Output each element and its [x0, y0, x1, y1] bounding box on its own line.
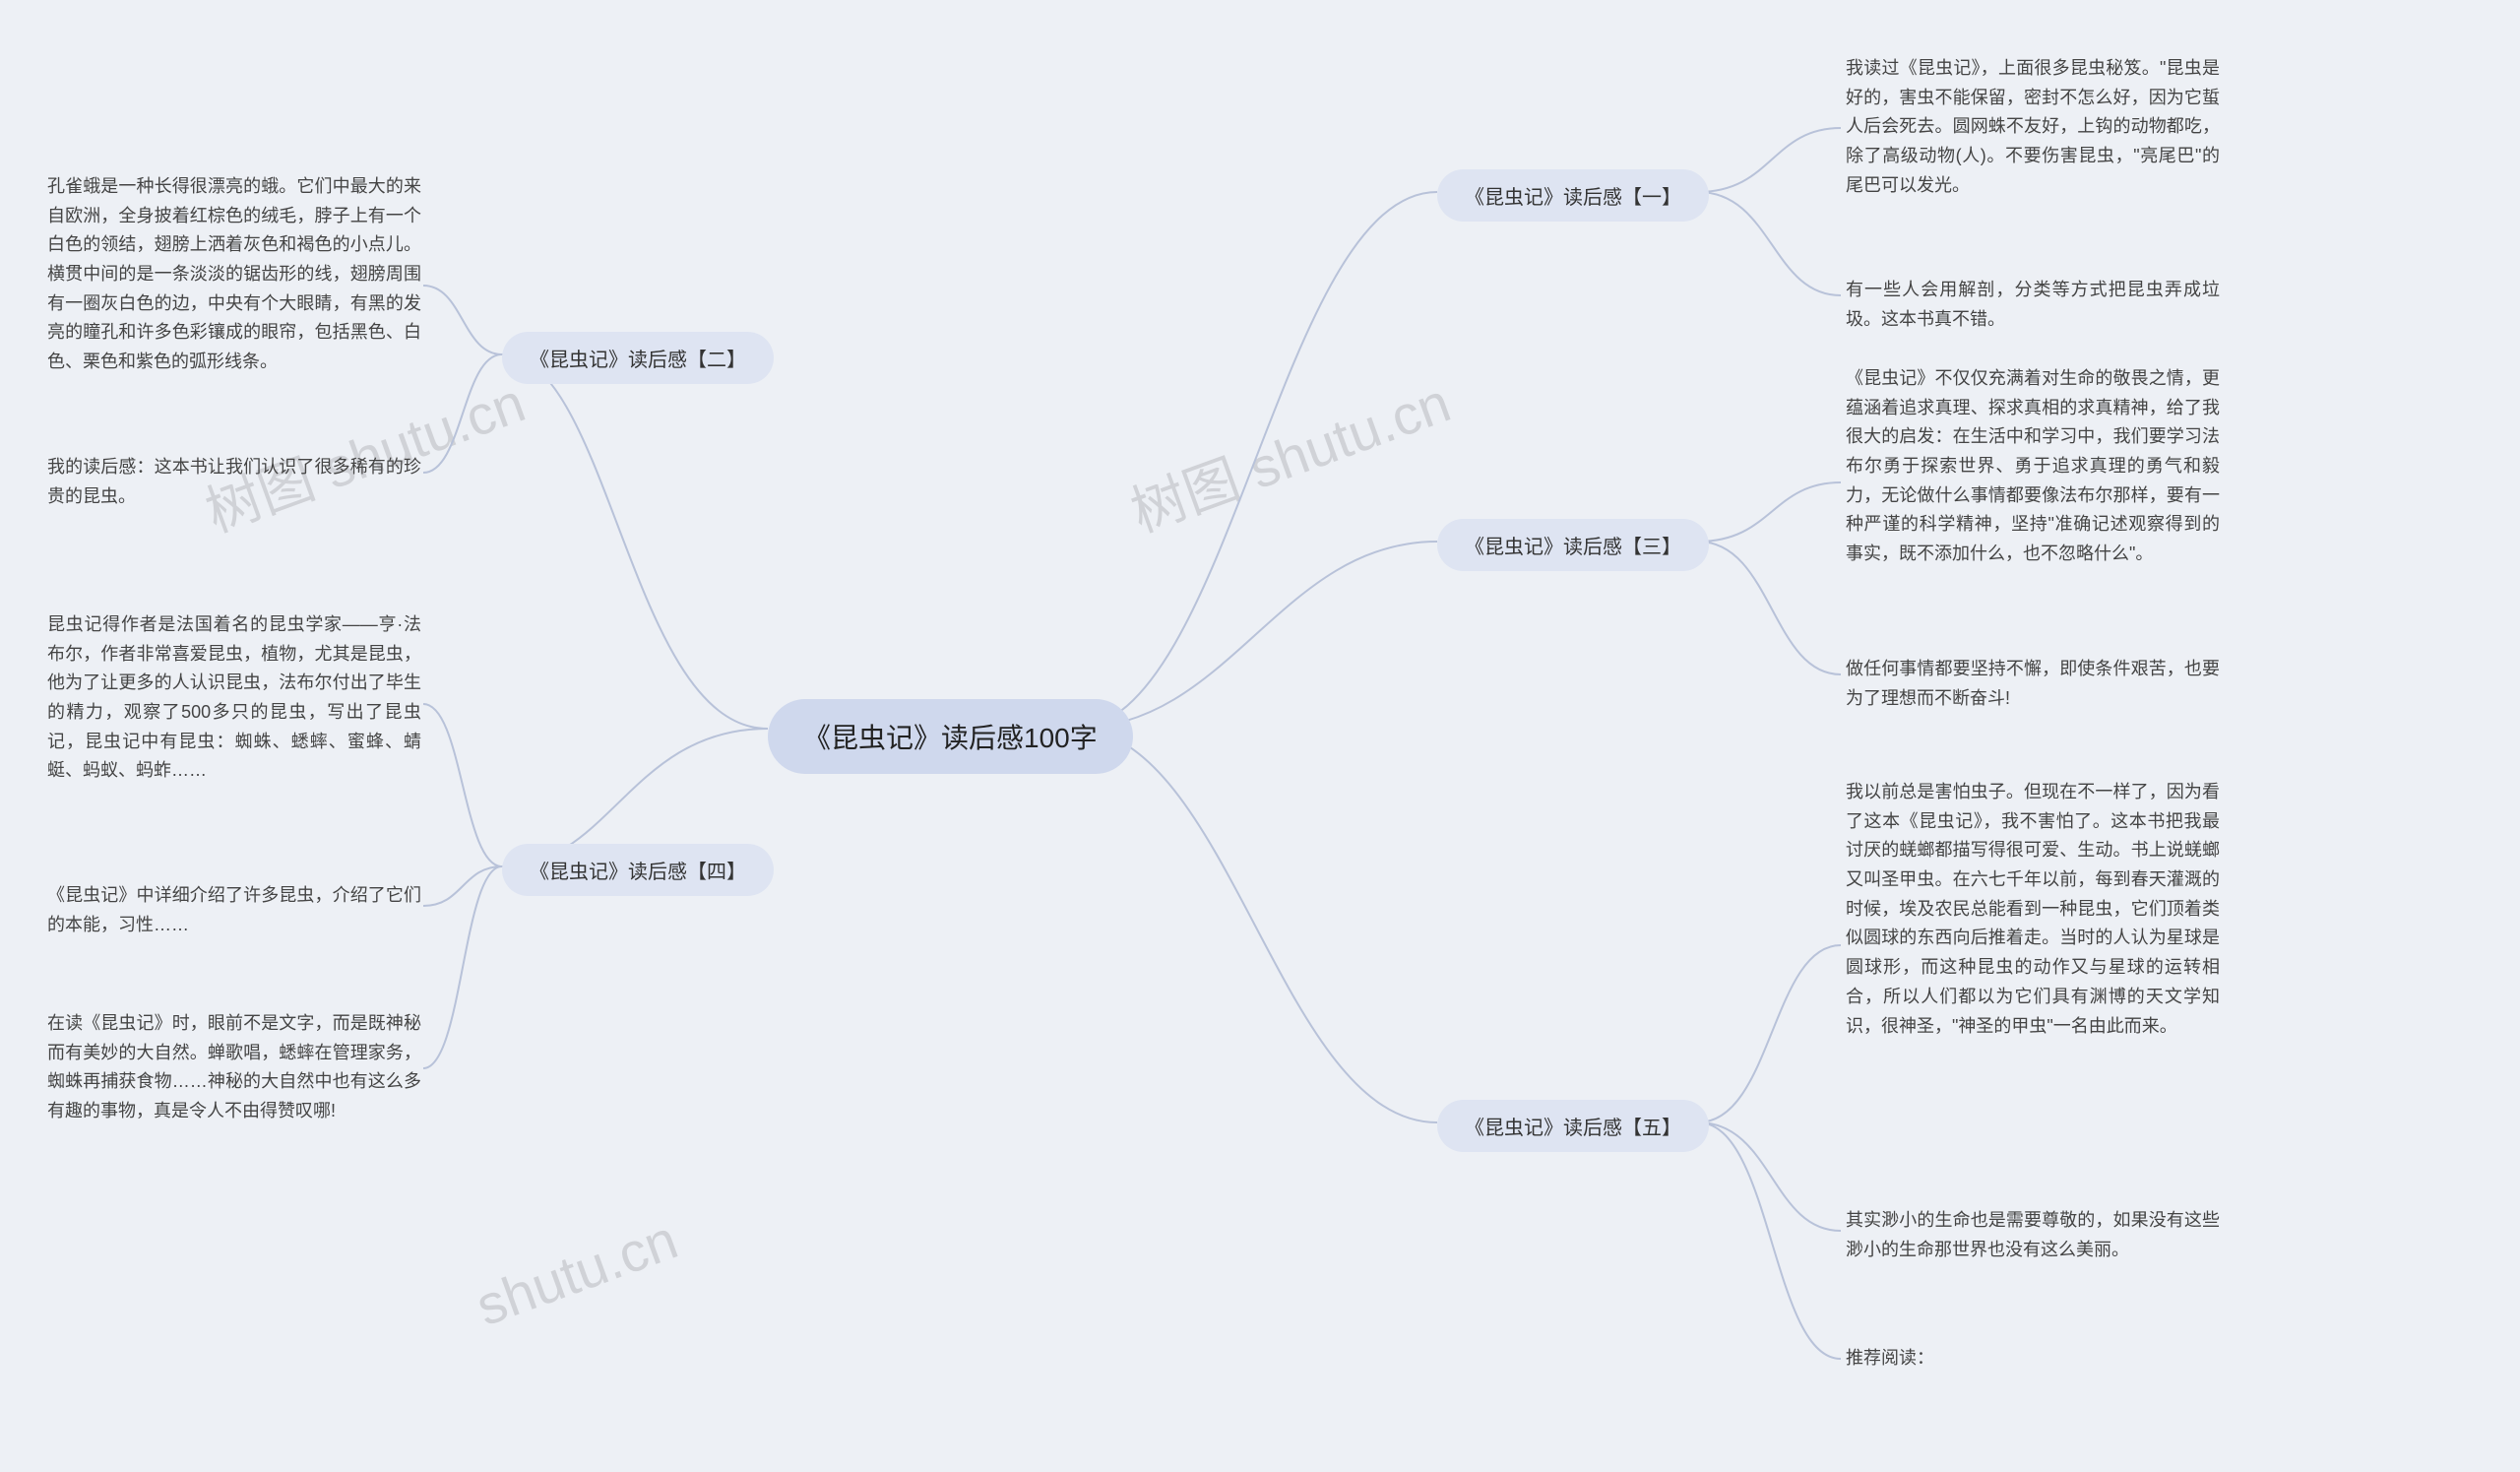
branch-label: 《昆虫记》读后感【四】: [530, 856, 746, 884]
leaf-r3a: 《昆虫记》不仅仅充满着对生命的敬畏之情，更蕴涵着追求真理、探求真相的求真精神，给…: [1846, 364, 2220, 569]
branch-label: 《昆虫记》读后感【二】: [530, 344, 746, 372]
branch-r1[interactable]: 《昆虫记》读后感【一】: [1437, 169, 1709, 222]
center-label: 《昆虫记》读后感100字: [803, 717, 1098, 756]
watermark: 树图 shutu.cn: [1118, 358, 1460, 547]
branch-label: 《昆虫记》读后感【一】: [1465, 181, 1681, 210]
watermark: shutu.cn: [468, 1207, 685, 1338]
leaf-r1a: 我读过《昆虫记》，上面很多昆虫秘笈。"昆虫是好的，害虫不能保留，密封不怎么好，因…: [1846, 54, 2220, 200]
leaf-r3b: 做任何事情都要坚持不懈，即使条件艰苦，也要为了理想而不断奋斗!: [1846, 655, 2220, 713]
branch-r5[interactable]: 《昆虫记》读后感【五】: [1437, 1100, 1709, 1152]
branch-r3[interactable]: 《昆虫记》读后感【三】: [1437, 519, 1709, 571]
branch-label: 《昆虫记》读后感【三】: [1465, 531, 1681, 559]
branch-l2[interactable]: 《昆虫记》读后感【二】: [502, 332, 774, 384]
branch-l4[interactable]: 《昆虫记》读后感【四】: [502, 844, 774, 896]
leaf-l2a: 孔雀蛾是一种长得很漂亮的蛾。它们中最大的来自欧洲，全身披着红棕色的绒毛，脖子上有…: [47, 172, 421, 377]
leaf-l2b: 我的读后感：这本书让我们认识了很多稀有的珍贵的昆虫。: [47, 453, 421, 511]
branch-label: 《昆虫记》读后感【五】: [1465, 1112, 1681, 1140]
leaf-r5a: 我以前总是害怕虫子。但现在不一样了，因为看了这本《昆虫记》，我不害怕了。这本书把…: [1846, 778, 2220, 1041]
leaf-r5c: 推荐阅读：: [1846, 1344, 2220, 1374]
center-node[interactable]: 《昆虫记》读后感100字: [768, 699, 1133, 774]
leaf-r1b: 有一些人会用解剖，分类等方式把昆虫弄成垃圾。这本书真不错。: [1846, 276, 2220, 334]
leaf-l4b: 《昆虫记》中详细介绍了许多昆虫，介绍了它们的本能，习性……: [47, 881, 421, 939]
leaf-l4a: 昆虫记得作者是法国着名的昆虫学家——亨·法布尔，作者非常喜爱昆虫，植物，尤其是昆…: [47, 610, 421, 786]
leaf-r5b: 其实渺小的生命也是需要尊敬的，如果没有这些渺小的生命那世界也没有这么美丽。: [1846, 1206, 2220, 1264]
leaf-l4c: 在读《昆虫记》时，眼前不是文字，而是既神秘而有美妙的大自然。蝉歌唱，蟋蟀在管理家…: [47, 1009, 421, 1126]
